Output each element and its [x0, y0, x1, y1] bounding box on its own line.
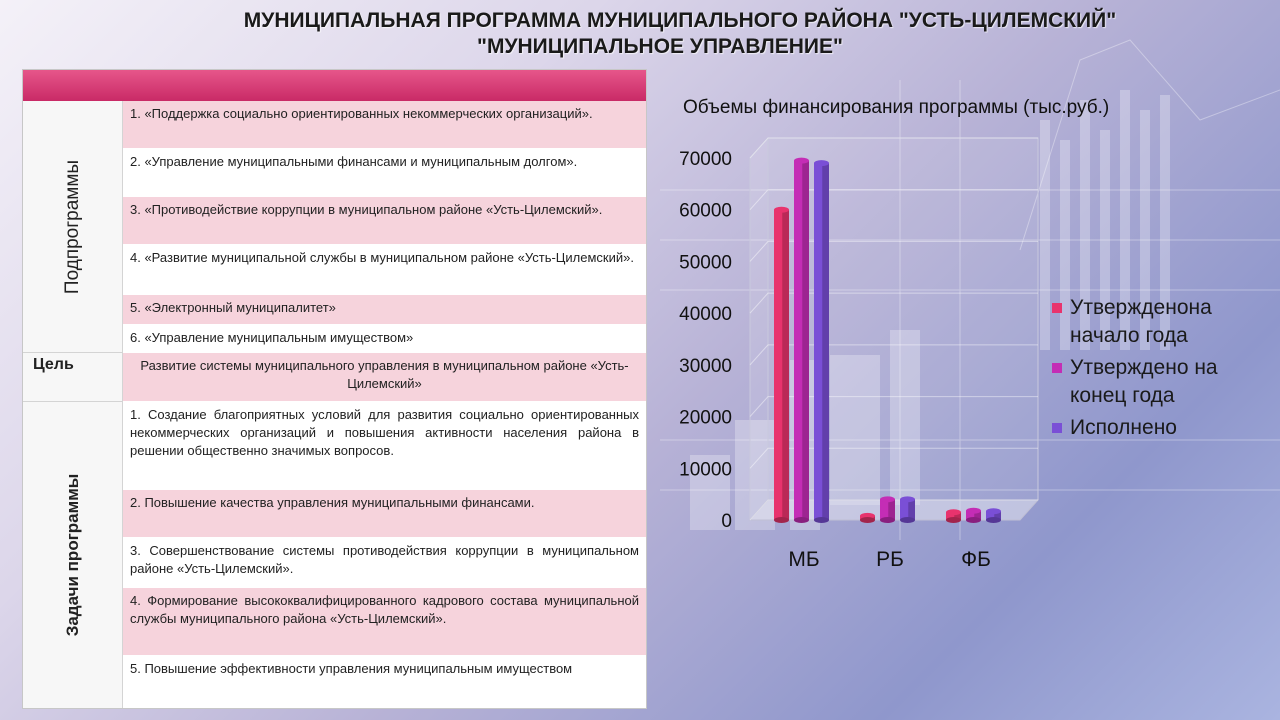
bar-РБ-2	[900, 496, 915, 523]
y-tick-label: 0	[721, 511, 732, 532]
subprograms-section-label: Подпрограммы	[23, 101, 123, 353]
task-row: 1. Создание благоприятных условий для ра…	[123, 402, 646, 490]
bar	[966, 510, 981, 520]
bar-ФБ-0	[946, 509, 961, 523]
y-tick-label: 10000	[679, 459, 732, 480]
gridline	[749, 499, 1038, 521]
bar-top	[774, 206, 789, 213]
bar-bottom	[966, 517, 981, 523]
bar-bottom	[900, 517, 915, 523]
bar-bottom	[774, 517, 789, 523]
title-line-1: МУНИЦИПАЛЬНАЯ ПРОГРАММА МУНИЦИПАЛЬНОГО Р…	[243, 9, 1117, 32]
legend-label: Утверждено на	[1070, 356, 1218, 379]
gridline	[749, 344, 1038, 366]
bar-ФБ-1	[966, 507, 981, 523]
gridline	[749, 240, 1038, 262]
y-tick-label: 20000	[679, 408, 732, 429]
bar-МБ-0	[774, 206, 789, 523]
bar-top	[900, 496, 915, 503]
y-tick-label: 30000	[679, 356, 732, 377]
task-row: 3. Совершенствование системы противодейс…	[123, 538, 646, 588]
bar-shade	[822, 163, 829, 520]
y-tick-label: 70000	[679, 149, 732, 170]
bar-top	[880, 496, 895, 503]
subprogram-row: 2. «Управление муниципальными финансами …	[123, 149, 646, 197]
x-tick-label: РБ	[876, 548, 904, 571]
table-header-bar	[23, 70, 646, 101]
chart-side-wall	[749, 136, 769, 522]
bar-shade	[782, 209, 789, 520]
x-tick-label: ФБ	[961, 548, 991, 571]
chart-bars	[774, 157, 1001, 523]
bar-top	[794, 157, 809, 164]
legend-swatch	[1052, 303, 1062, 313]
bar-bottom	[880, 517, 895, 523]
subprogram-row: 5. «Электронный муниципалитет»	[123, 295, 646, 325]
legend-item: Утвержденона начало года	[1052, 294, 1272, 350]
task-row: 5. Повышение эффективности управления му…	[123, 656, 646, 708]
bar-shade	[994, 511, 1001, 520]
legend-item: Утверждено на конец года	[1052, 354, 1272, 410]
subprogram-row: 3. «Противодействие коррупции в муниципа…	[123, 197, 646, 245]
legend-item: Исполнено	[1052, 414, 1272, 442]
bar-МБ-2	[814, 160, 829, 523]
bar-top	[966, 507, 981, 514]
program-table: Подпрограммы 1. «Поддержка социально ори…	[22, 69, 647, 709]
y-tick-label: 50000	[679, 252, 732, 273]
legend-swatch	[1052, 423, 1062, 433]
chart-axes	[748, 136, 1040, 522]
bar	[946, 512, 961, 520]
bar-shade	[908, 499, 915, 520]
legend-label: Утвержденона	[1070, 296, 1212, 319]
title-line-2: "МУНИЦИПАЛЬНОЕ УПРАВЛЕНИЕ"	[477, 35, 843, 58]
y-tick-label: 40000	[679, 304, 732, 325]
legend-label: Исполнено	[1070, 416, 1177, 439]
bar-bottom	[794, 517, 809, 523]
bar-РБ-0	[860, 512, 875, 523]
gridline	[749, 137, 1038, 159]
bar-top	[860, 512, 875, 519]
bar-bottom	[946, 517, 961, 523]
bar-bottom	[986, 517, 1001, 523]
bar-top	[814, 160, 829, 167]
bar-shade	[974, 510, 981, 520]
gridline	[749, 292, 1038, 314]
bar-top	[986, 508, 1001, 515]
bar-МБ-1	[794, 157, 809, 523]
subprogram-row: 6. «Управление муниципальным имуществом»	[123, 325, 646, 353]
bar	[986, 511, 1001, 520]
chart-tick-labels: 0 10000 20000 30000 40000 50000 60000 70000 МБ РБ…	[679, 149, 991, 571]
legend-label: конец года	[1070, 384, 1175, 407]
task-row: 2. Повышение качества управления муницип…	[123, 490, 646, 538]
goal-label: Цель	[23, 353, 123, 402]
page-title: МУНИЦИПАЛЬНАЯ ПРОГРАММА МУНИЦИПАЛЬНОГО Р…	[0, 8, 1280, 60]
goal-text: Развитие системы муниципального управлен…	[123, 353, 646, 402]
x-tick-label: МБ	[788, 548, 819, 571]
bar-shade	[888, 499, 895, 520]
bar-top	[946, 509, 961, 516]
bar-bottom	[814, 517, 829, 523]
subprogram-row: 4. «Развитие муниципальной службы в муни…	[123, 245, 646, 295]
chart-legend: Утвержденона начало года Утверждено на коне…	[1052, 294, 1272, 446]
legend-swatch	[1052, 363, 1062, 373]
bar-bottom	[860, 517, 875, 523]
gridline	[749, 447, 1038, 469]
legend-label: начало года	[1070, 324, 1188, 347]
task-row: 4. Формирование высококвалифицированного…	[123, 588, 646, 656]
gridline	[749, 189, 1038, 211]
bar-РБ-1	[880, 496, 895, 523]
bar-shade	[954, 512, 961, 520]
bar-ФБ-2	[986, 508, 1001, 523]
y-tick-label: 60000	[679, 201, 732, 222]
gridline	[749, 396, 1038, 417]
chart-title: Объемы финансирования программы (тыс.руб…	[683, 97, 1110, 118]
subprogram-row: 1. «Поддержка социально ориентированных …	[123, 101, 646, 149]
bar-shade	[802, 160, 809, 521]
tasks-section-label: Задачи программы	[23, 402, 123, 708]
